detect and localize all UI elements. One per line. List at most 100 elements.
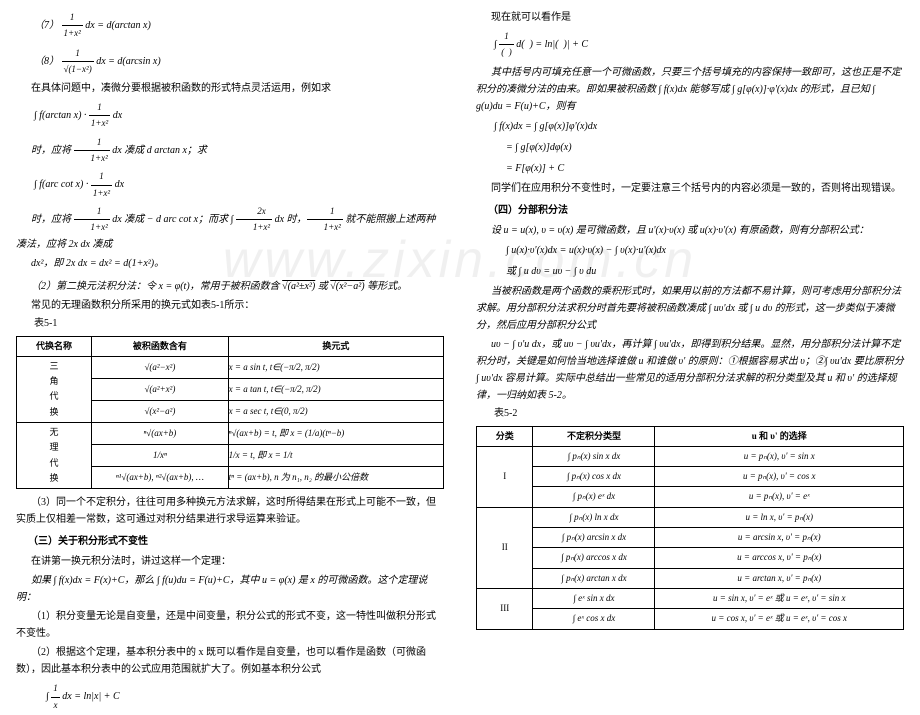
para-l4: dx²，即 2x dx = dx² = d(1+x²)。 [16, 254, 444, 273]
t: dx 凑成 d arctan x；求 [110, 145, 207, 156]
para-r3: 同学们在应用积分不变性时，一定要注意三个括号内的内容必须是一致的，否则将出现错误… [476, 179, 904, 198]
para-r5: 当被积函数是两个函数的乘积形式时，如果用以前的方法都不易计算，则可考虑用分部积分… [476, 282, 904, 335]
section-4-title: （四）分部积分法 [476, 198, 904, 221]
table-row: III ∫ eˣ sin x dx u = sin x, υ' = eˣ 或 u… [477, 588, 904, 608]
formula-r2a: ∫ f(x)dx = ∫ g[φ(x)]φ'(x)dx [476, 116, 904, 137]
formula-l1: ∫ f(arctan x) · 11+x² dx [16, 98, 444, 134]
table-row: 分类 不定积分类型 u 和 υ' 的选择 [477, 426, 904, 446]
td: x = a sin t, t∈(−π/2, π/2) [228, 356, 443, 378]
td: ∫ eˣ sin x dx [533, 588, 655, 608]
td: u = ln x, υ' = pₙ(x) [655, 507, 904, 527]
th: 换元式 [228, 336, 443, 356]
td: u = arcsin x, υ' = pₙ(x) [655, 528, 904, 548]
table-row: 三角代换 √(a²−x²) x = a sin t, t∈(−π/2, π/2) [17, 356, 444, 378]
td: ⁿ√(ax+b) [92, 423, 229, 445]
para-l5: （2）第二换元法积分法：令 x = φ(t)，常用于被积函数含 √(a²±x²)… [16, 277, 444, 296]
th: 分类 [477, 426, 533, 446]
t: dx 凑成 − d arc cot x；而求 ∫ [110, 214, 236, 225]
para-l2: 时，应将 11+x² dx 凑成 d arctan x；求 [16, 134, 444, 168]
t: √(a²±x²) [282, 281, 315, 292]
th: u 和 υ' 的选择 [655, 426, 904, 446]
td: 三角代换 [17, 356, 92, 422]
formula-r3: ∫ u(x)·υ'(x)dx = u(x)·υ(x) − ∫ υ(x)·u'(x… [476, 240, 904, 261]
para-l1: 在具体问题中，凑微分要根据被积函数的形式特点灵活运用，例如求 [16, 79, 444, 98]
td: u = pₙ(x), υ' = sin x [655, 446, 904, 466]
td: x = a tan t, t∈(−π/2, π/2) [228, 378, 443, 400]
para-l8: 在讲第一换元积分法时，讲过这样一个定理： [16, 552, 444, 571]
td: ∫ eˣ cos x dx [533, 609, 655, 629]
para-l11: （2）根据这个定理，基本积分表中的 x 既可以看作是自变量，也可以看作是函数（可… [16, 643, 444, 679]
td: ∫ pₙ(x) cos x dx [533, 467, 655, 487]
section-3-title: （三）关于积分形式不变性 [16, 529, 444, 552]
table-row: ∫ pₙ(x) arccos x dx u = arccos x, υ' = p… [477, 548, 904, 568]
td: ∫ pₙ(x) arcsin x dx [533, 528, 655, 548]
formula-8: （8） 1√(1−x²) dx = d(arcsin x) [16, 44, 444, 80]
td: I [477, 446, 533, 507]
table-row: ∫ pₙ(x) arctan x dx u = arctan x, υ' = p… [477, 568, 904, 588]
td: √(x²−a²) [92, 400, 229, 422]
th: 代换名称 [17, 336, 92, 356]
td: u = arctan x, υ' = pₙ(x) [655, 568, 904, 588]
formula-r2b: = ∫ g[φ(x)]dφ(x) [476, 137, 904, 158]
td: 1/x = t, 即 x = 1/t [228, 445, 443, 467]
tbl1-caption: 表5-1 [16, 315, 444, 332]
table-row: 无理代换 ⁿ√(ax+b) ⁿ√(ax+b) = t, 即 x = (1/a)(… [17, 423, 444, 445]
table-row: ∫ eˣ cos x dx u = cos x, υ' = eˣ 或 u = e… [477, 609, 904, 629]
table-row: ∫ pₙ(x) arcsin x dx u = arcsin x, υ' = p… [477, 528, 904, 548]
para-l6: 常见的无理函数积分所采用的换元式如表5-1所示： [16, 296, 444, 315]
td: ∫ pₙ(x) sin x dx [533, 446, 655, 466]
t: 或 [315, 281, 330, 292]
right-column: 现在就可以看作是 ∫ 1( ) d( ) = ln|( )| + C 其中括号内… [460, 0, 920, 651]
table-row: II ∫ pₙ(x) ln x dx u = ln x, υ' = pₙ(x) [477, 507, 904, 527]
formula-r4: 或 ∫ u dυ = uυ − ∫ υ du [476, 261, 904, 282]
table-row: 代换名称 被积函数含有 换元式 [17, 336, 444, 356]
para-r2: 其中括号内可填充任意一个可微函数，只要三个括号填充的内容保持一致即可，这也正是不… [476, 63, 904, 116]
td: u = sin x, υ' = eˣ 或 u = eˣ, υ' = sin x [655, 588, 904, 608]
td: III [477, 588, 533, 629]
td: 无理代换 [17, 423, 92, 489]
table-row: I ∫ pₙ(x) sin x dx u = pₙ(x), υ' = sin x [477, 446, 904, 466]
td: 1/xⁿ [92, 445, 229, 467]
td: u = cos x, υ' = eˣ 或 u = eˣ, υ' = cos x [655, 609, 904, 629]
tbl2-caption: 表5-2 [476, 405, 904, 422]
para-r6: uυ − ∫ υ'u dx，或 uυ − ∫ υu'dx，再计算 ∫ υu'dx… [476, 335, 904, 405]
t: √(x²−a²) [330, 281, 364, 292]
td: ∫ pₙ(x) ln x dx [533, 507, 655, 527]
para-l3: 时，应将 11+x² dx 凑成 − d arc cot x；而求 ∫ 2x1+… [16, 203, 444, 254]
left-column: （7） 11+x² dx = d(arctan x) （8） 1√(1−x²) … [0, 0, 460, 651]
formula-7: （7） 11+x² dx = d(arctan x) [16, 8, 444, 44]
t: dx 时， [272, 214, 306, 225]
formula-r1: ∫ 1( ) d( ) = ln|( )| + C [476, 27, 904, 63]
t: 等形式。 [365, 281, 408, 292]
formula-l3: ∫ 1x dx = ln|x| + C [16, 679, 444, 715]
th: 被积函数含有 [92, 336, 229, 356]
label-8: （8） [34, 56, 59, 67]
t: 时，应将 [31, 145, 74, 156]
para-l9: 如果 ∫ f(x)dx = F(x)+C，那么 ∫ f(u)du = F(u)+… [16, 571, 444, 607]
td: ⁿ¹√(ax+b), ⁿ²√(ax+b), … [92, 467, 229, 489]
formula-r2c: = F[φ(x)] + C [476, 158, 904, 179]
para-l10: （1）积分变量无论是自变量，还是中间变量，积分公式的形式不变，这一特性叫做积分形… [16, 607, 444, 643]
td: u = pₙ(x), υ' = eˣ [655, 487, 904, 507]
td: II [477, 507, 533, 588]
td: ⁿ√(ax+b) = t, 即 x = (1/a)(tⁿ−b) [228, 423, 443, 445]
td: tⁿ = (ax+b), n 为 n₁, n₂ 的最小公倍数 [228, 467, 443, 489]
td: u = arccos x, υ' = pₙ(x) [655, 548, 904, 568]
t: （2）第二换元法积分法：令 x = φ(t)，常用于被积函数含 [31, 281, 282, 292]
td: ∫ pₙ(x) arccos x dx [533, 548, 655, 568]
td: √(a²+x²) [92, 378, 229, 400]
table-5-2: 分类 不定积分类型 u 和 υ' 的选择 I ∫ pₙ(x) sin x dx … [476, 426, 904, 630]
td: √(a²−x²) [92, 356, 229, 378]
formula-l2: ∫ f(arc cot x) · 11+x² dx [16, 167, 444, 203]
para-r4: 设 u = u(x), υ = υ(x) 是可微函数，且 u'(x)·υ(x) … [476, 221, 904, 240]
td: ∫ pₙ(x) arctan x dx [533, 568, 655, 588]
td: ∫ pₙ(x) eˣ dx [533, 487, 655, 507]
table-row: ∫ pₙ(x) cos x dx u = pₙ(x), υ' = cos x [477, 467, 904, 487]
t: 时，应将 [31, 214, 74, 225]
para-r1: 现在就可以看作是 [476, 8, 904, 27]
table-5-1: 代换名称 被积函数含有 换元式 三角代换 √(a²−x²) x = a sin … [16, 336, 444, 490]
th: 不定积分类型 [533, 426, 655, 446]
td: x = a sec t, t∈(0, π/2) [228, 400, 443, 422]
td: u = pₙ(x), υ' = cos x [655, 467, 904, 487]
table-row: ∫ pₙ(x) eˣ dx u = pₙ(x), υ' = eˣ [477, 487, 904, 507]
